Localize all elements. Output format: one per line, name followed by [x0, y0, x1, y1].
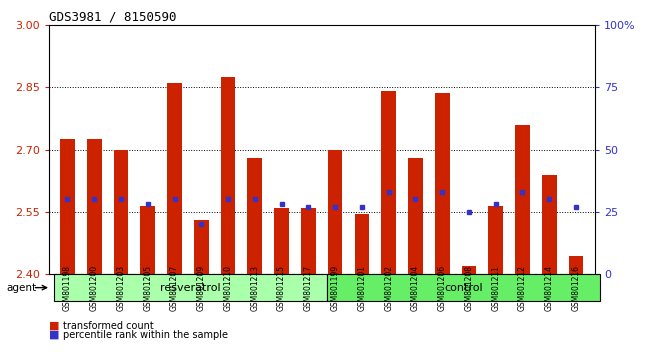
Bar — [354, 214, 369, 274]
Bar — [328, 149, 343, 274]
Text: agent: agent — [6, 282, 36, 293]
Text: GSM801202: GSM801202 — [384, 265, 393, 310]
Bar — [167, 83, 182, 274]
Text: ■: ■ — [49, 321, 59, 331]
Bar — [462, 266, 476, 274]
Text: GSM801206: GSM801206 — [437, 264, 447, 311]
Bar — [382, 91, 396, 274]
Text: GSM801214: GSM801214 — [545, 265, 554, 310]
Text: GSM801215: GSM801215 — [277, 265, 286, 310]
Bar — [221, 77, 235, 274]
Text: GDS3981 / 8150590: GDS3981 / 8150590 — [49, 11, 176, 24]
Bar — [569, 256, 584, 274]
Bar — [60, 139, 75, 274]
Bar — [87, 139, 101, 274]
Bar — [542, 175, 556, 274]
Text: transformed count: transformed count — [63, 321, 154, 331]
Text: GSM801200: GSM801200 — [90, 264, 99, 311]
Bar — [435, 93, 450, 274]
Text: GSM801207: GSM801207 — [170, 264, 179, 311]
Text: control: control — [445, 282, 483, 293]
Text: GSM801209: GSM801209 — [197, 264, 206, 311]
Text: GSM801217: GSM801217 — [304, 265, 313, 310]
Text: GSM801212: GSM801212 — [518, 265, 527, 310]
Text: ■: ■ — [49, 330, 59, 340]
Bar — [488, 206, 503, 274]
Text: GSM801216: GSM801216 — [571, 265, 580, 310]
Bar — [274, 208, 289, 274]
Text: GSM801208: GSM801208 — [465, 265, 473, 310]
Bar — [248, 158, 262, 274]
Text: GSM801201: GSM801201 — [358, 265, 367, 310]
Bar — [194, 220, 209, 274]
Text: resveratrol: resveratrol — [161, 282, 221, 293]
Bar — [301, 208, 316, 274]
Text: GSM801210: GSM801210 — [224, 265, 233, 310]
Text: GSM801198: GSM801198 — [63, 265, 72, 310]
Bar — [408, 158, 422, 274]
Text: percentile rank within the sample: percentile rank within the sample — [63, 330, 228, 340]
Bar — [114, 149, 129, 274]
Text: GSM801203: GSM801203 — [116, 264, 125, 311]
Text: GSM801213: GSM801213 — [250, 265, 259, 310]
Text: GSM801204: GSM801204 — [411, 264, 420, 311]
Text: GSM801205: GSM801205 — [143, 264, 152, 311]
Text: GSM801211: GSM801211 — [491, 265, 500, 310]
Bar — [515, 125, 530, 274]
Text: GSM801199: GSM801199 — [331, 264, 340, 311]
Bar — [140, 206, 155, 274]
